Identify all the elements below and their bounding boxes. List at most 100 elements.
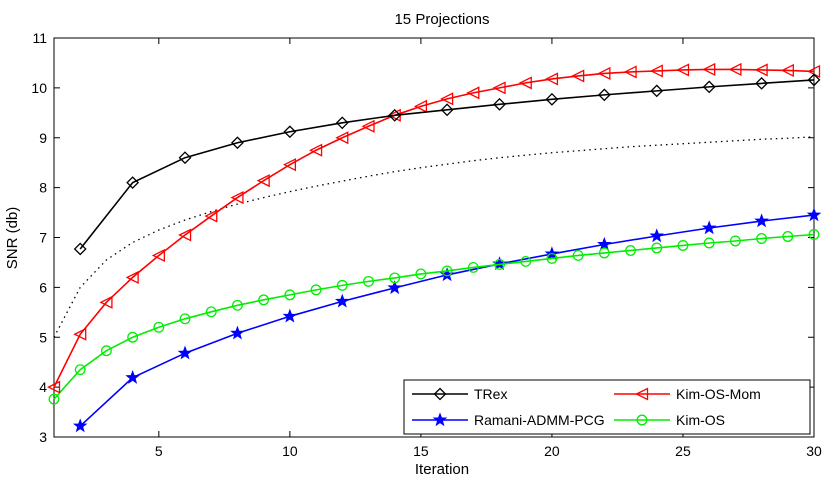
legend: TRex Kim-OS-Mom Ramani-ADMM-PCG Kim-OS — [403, 379, 811, 435]
kim-os-mom-point — [99, 295, 113, 309]
kim-os-point — [336, 279, 348, 291]
kim-os-point — [467, 261, 479, 273]
kim-os-point — [74, 364, 86, 376]
kim-os-point — [363, 275, 374, 287]
ramani-admm-pcg-point — [334, 293, 350, 308]
ramani-admm-pcg-point — [806, 207, 822, 222]
legend-marker-ramani-admm-pcg — [432, 412, 448, 427]
ramani-admm-pcg-point — [701, 220, 717, 235]
series-trex — [73, 73, 821, 256]
kim-os-mom-point — [440, 92, 454, 106]
y-tick-label: 8 — [39, 180, 47, 196]
x-tick-label: 5 — [155, 443, 163, 459]
axes: 5 10 15 20 25 30 3 4 5 6 7 8 9 10 11 — [31, 30, 822, 459]
kim-os-mom-point — [151, 248, 165, 263]
kim-os-mom-point — [178, 228, 192, 242]
kim-os-mom-point — [256, 174, 270, 188]
kim-os-mom-point — [518, 76, 532, 90]
trex-point — [545, 92, 559, 106]
kim-os-point — [179, 313, 191, 325]
kim-os-mom-point — [282, 158, 297, 172]
y-axis-label: SNR (db) — [4, 207, 21, 270]
x-tick-label: 15 — [413, 443, 429, 459]
y-tick-label: 6 — [39, 279, 47, 295]
trex-point — [650, 84, 664, 98]
kim-os-mom-point — [676, 63, 690, 77]
y-tick-label: 4 — [39, 379, 47, 395]
kim-os-point — [808, 229, 820, 240]
ramani-admm-pcg-point — [282, 308, 298, 323]
kim-os-point — [703, 237, 715, 249]
legend-box — [403, 379, 811, 435]
x-tick-label: 20 — [544, 443, 560, 459]
kim-os-mom-point — [73, 327, 87, 341]
kim-os-point — [625, 245, 637, 256]
kim-os-point — [231, 299, 243, 311]
kim-os-mom-line — [53, 68, 815, 388]
kim-os-mom-point — [492, 81, 506, 95]
kim-os-mom-point — [780, 63, 794, 77]
kim-os-mom-point — [466, 86, 480, 100]
ramani-admm-pcg-point — [177, 345, 193, 360]
kim-os-point — [546, 252, 558, 264]
legend-label-trex: TRex — [474, 386, 507, 402]
ramani-admm-pcg-point — [125, 369, 140, 384]
trex-point — [702, 80, 716, 94]
kim-os-point — [258, 294, 270, 306]
kim-os-point — [205, 306, 217, 318]
legend-item-kim-os: Kim-OS — [614, 412, 725, 428]
kim-os-point — [100, 345, 112, 357]
kim-os-point — [782, 231, 794, 242]
trex-point — [73, 242, 87, 256]
ramani-admm-pcg-point — [597, 236, 612, 251]
kim-os-point — [598, 247, 610, 259]
kim-os-point — [651, 242, 663, 254]
legend-marker-kim-os-mom — [635, 387, 649, 401]
kim-os-point — [127, 331, 139, 343]
kim-os-point — [153, 321, 165, 333]
kim-os-mom-point — [335, 131, 349, 145]
kim-os-mom-point — [649, 64, 663, 78]
trex-point — [126, 176, 140, 190]
kim-os-point — [572, 250, 584, 261]
x-tick-label: 30 — [806, 443, 822, 459]
kim-os-mom-point — [413, 99, 428, 113]
plot-area — [53, 37, 815, 438]
legend-label-kim-os: Kim-OS — [676, 412, 725, 428]
kim-os-point — [756, 233, 768, 244]
kim-os-mom-point — [571, 69, 585, 83]
kim-os-mom-point — [230, 191, 244, 205]
chart-title: 15 Projections — [394, 11, 489, 28]
kim-os-point — [677, 240, 689, 251]
series-ramani-admm-pcg — [72, 207, 822, 433]
kim-os-mom-point — [309, 143, 323, 157]
kim-os-mom-point — [623, 65, 637, 79]
kim-os-point — [729, 235, 741, 247]
trex-point — [178, 151, 192, 165]
ramani-admm-pcg-point — [754, 213, 769, 228]
series-kim-os-mom — [47, 62, 821, 394]
y-tick-label: 7 — [39, 230, 47, 246]
trex-point — [231, 136, 244, 150]
y-tick-label: 9 — [39, 130, 47, 146]
series-kim-os — [48, 229, 820, 405]
kim-os-point — [520, 255, 532, 267]
kim-os-mom-point — [544, 72, 559, 86]
trex-point — [755, 76, 769, 90]
kim-os-point — [415, 268, 427, 280]
ramani-admm-pcg-point — [649, 228, 665, 243]
kim-os-mom-point — [47, 380, 61, 394]
y-tick-label: 3 — [39, 429, 47, 445]
legend-item-kim-os-mom: Kim-OS-Mom — [614, 386, 761, 402]
y-tick-label: 5 — [39, 329, 47, 345]
kim-os-point — [389, 272, 401, 284]
trex-line — [79, 79, 815, 250]
x-tick-label: 10 — [282, 443, 298, 459]
x-axis-label: Iteration — [415, 461, 469, 478]
kim-os-mom-point — [125, 270, 139, 284]
legend-item-trex: TRex — [412, 386, 507, 402]
series-layer — [47, 62, 822, 433]
legend-item-ramani-admm-pcg: Ramani-ADMM-PCG — [412, 412, 605, 428]
trex-point — [597, 88, 611, 102]
y-tick-label: 11 — [32, 30, 47, 46]
